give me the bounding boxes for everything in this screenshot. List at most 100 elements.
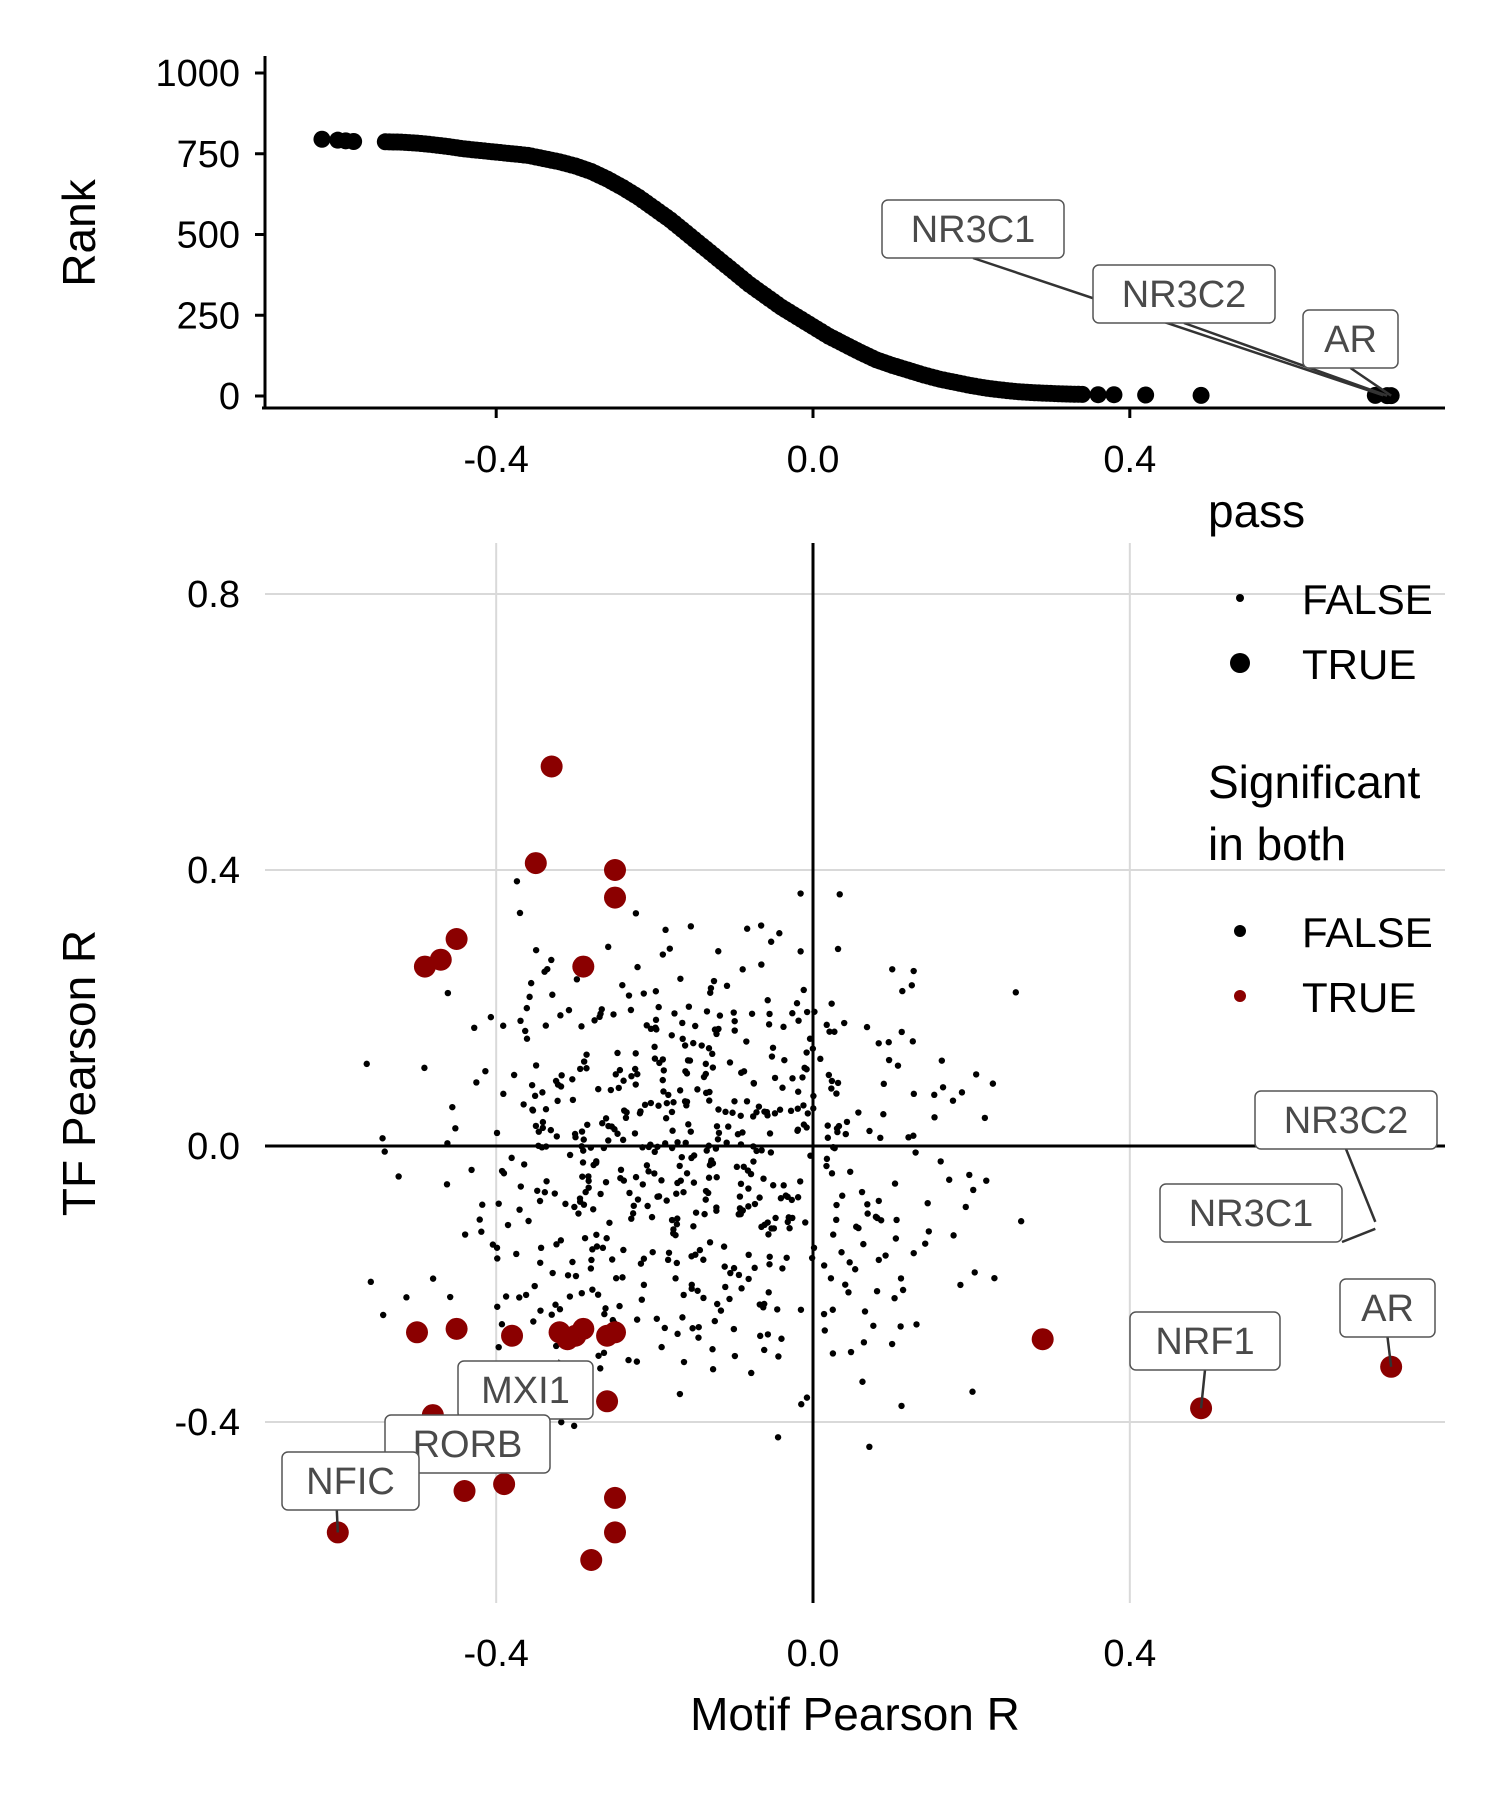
nonsignificant-point [705,1174,713,1181]
nonsignificant-point [717,1307,725,1314]
nonsignificant-point [532,946,540,954]
nonsignificant-point [605,1122,612,1130]
nonsignificant-point [640,1281,648,1289]
nonsignificant-point [786,1225,793,1232]
nonsignificant-point [966,1171,973,1179]
nonsignificant-point [649,1248,656,1256]
nonsignificant-point [750,1158,757,1165]
nonsignificant-point [739,1207,747,1214]
nonsignificant-point [859,1378,866,1385]
nonsignificant-point [683,1070,691,1077]
label-box [281,1451,420,1511]
x-tick-label: 0.4 [1103,1633,1156,1675]
nonsignificant-point [601,1310,608,1318]
nonsignificant-point [794,1194,802,1201]
nonsignificant-point [673,1190,680,1197]
significant-point [413,955,436,978]
nonsignificant-point [632,910,640,917]
nonsignificant-point [683,1170,691,1177]
nonsignificant-point [585,1173,592,1180]
nonsignificant-point [843,1118,851,1126]
nonsignificant-point [712,1145,720,1152]
nonsignificant-point [769,1182,777,1189]
nonsignificant-point [683,1098,691,1105]
nonsignificant-point [379,1311,387,1319]
nonsignificant-point [571,1130,579,1138]
nonsignificant-point [569,1096,577,1104]
nonsignificant-point [637,1260,645,1267]
nonsignificant-point [757,922,765,929]
nonsignificant-point [516,1294,523,1301]
nonsignificant-point [631,1130,639,1137]
significant-point [406,1321,428,1344]
nonsignificant-point [704,1189,712,1197]
label-box [1254,1090,1438,1150]
nonsignificant-point [711,1026,719,1033]
nonsignificant-point [910,1249,917,1257]
correlation-points [326,755,1403,1571]
label-connector [1386,1336,1393,1367]
nonsignificant-point [680,1188,687,1196]
nonsignificant-point [597,1010,604,1017]
nonsignificant-point [760,1175,767,1182]
nonsignificant-point [756,1332,764,1340]
nonsignificant-point [779,1084,786,1091]
significant-point [604,1521,626,1544]
nonsignificant-point [530,1318,537,1325]
nonsignificant-point [668,1108,676,1116]
label-connector [335,1509,340,1533]
nonsignificant-point [780,1023,787,1031]
nonsignificant-point [700,1256,707,1263]
nonsignificant-point [938,1057,946,1064]
nonsignificant-point [737,1141,745,1148]
nonsignificant-point [590,1206,597,1213]
significant-point [445,1317,468,1340]
nonsignificant-point [794,1105,801,1112]
rank-point [1192,386,1210,404]
nonsignificant-point [640,990,647,997]
nonsignificant-point [729,1109,736,1116]
nonsignificant-point [557,1237,565,1244]
nonsignificant-point [745,1203,752,1210]
nonsignificant-point [739,966,746,973]
y-tick-label: -0.4 [175,1402,240,1444]
nonsignificant-point [853,1223,860,1230]
nonsignificant-point [680,1358,688,1366]
nonsignificant-point [797,890,804,897]
x-axis-title: Motif Pearson R [690,1688,1020,1740]
nonsignificant-point [662,926,669,934]
nonsignificant-point [794,1127,801,1134]
nonsignificant-point [730,1009,737,1016]
nonsignificant-point [924,1199,931,1207]
top-x-tick-label: 0.4 [1103,439,1156,481]
nonsignificant-point [679,1035,686,1043]
nonsignificant-point [526,993,533,1001]
nonsignificant-point [864,1210,871,1217]
nonsignificant-point [821,1327,828,1334]
nonsignificant-point [595,1085,602,1093]
nonsignificant-point [539,1124,547,1132]
nonsignificant-point [713,1207,720,1214]
nonsignificant-point [740,1068,748,1075]
nonsignificant-point [694,1287,701,1294]
nonsignificant-point [643,1162,651,1169]
nonsignificant-point [875,1040,882,1047]
nonsignificant-point [572,1272,580,1280]
nonsignificant-point [874,1214,881,1222]
nonsignificant-point [557,1012,564,1019]
significant-point [453,1480,476,1502]
nonsignificant-point [971,1269,978,1276]
nonsignificant-point [875,1256,882,1264]
nonsignificant-point [658,1343,665,1351]
nonsignificant-point [662,1115,670,1122]
nonsignificant-point [828,1000,835,1007]
nonsignificant-point [789,1214,796,1222]
nonsignificant-point [823,1155,831,1163]
nonsignificant-point [461,1231,469,1238]
nonsignificant-point [552,1301,559,1308]
y-tick-label: 0.0 [187,1126,240,1168]
nonsignificant-point [628,1215,635,1222]
nonsignificant-point [866,1127,873,1135]
nonsignificant-point [690,1223,697,1230]
nonsignificant-point [606,1219,613,1226]
